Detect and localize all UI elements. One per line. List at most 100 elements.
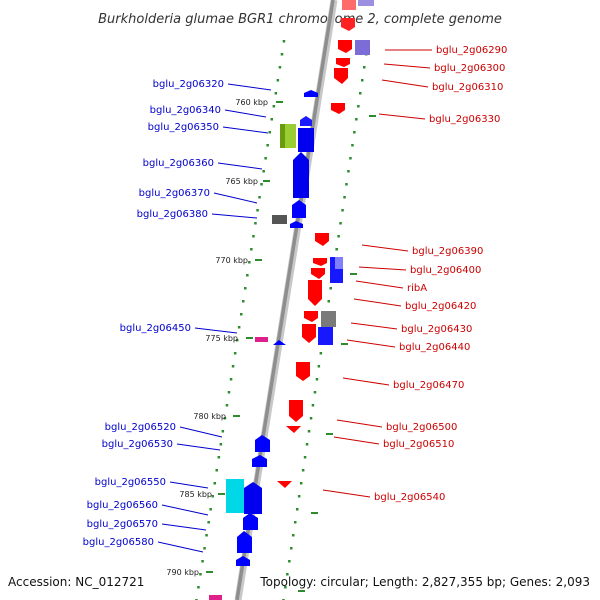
track-dot	[254, 222, 257, 225]
kbp-label: 790 kbp	[166, 568, 199, 577]
gene-label: bglu_2g06340	[150, 105, 221, 116]
gene-feature	[286, 426, 301, 433]
gene-label: bglu_2g06500	[386, 422, 457, 433]
track-dot	[355, 118, 358, 121]
gene-label: bglu_2g06580	[83, 537, 154, 548]
label-leaders	[157, 49, 432, 553]
track-dot	[242, 300, 245, 303]
track-dot	[280, 53, 284, 56]
track-dot	[266, 144, 269, 147]
gene-feature	[273, 340, 286, 345]
map-title: Burkholderia glumae BGR1 chromosome 2, c…	[98, 12, 502, 27]
track-dot	[246, 274, 249, 277]
track-dot	[203, 547, 206, 550]
track-tick	[350, 273, 357, 275]
gene-label: bglu_2g06370	[139, 188, 210, 199]
track-dot	[197, 586, 200, 589]
gene-feature	[298, 128, 314, 152]
track-dot	[248, 261, 251, 264]
track-dot	[199, 573, 202, 576]
gene-feature	[296, 362, 310, 381]
track-guides	[195, 40, 376, 600]
gene-feature	[315, 233, 329, 246]
track-dot	[337, 235, 340, 238]
track-dot	[256, 209, 259, 212]
track-dot	[339, 222, 342, 225]
track-dot	[225, 404, 229, 407]
track-dot	[357, 105, 360, 108]
accession-text: Accession: NC_012721	[8, 575, 144, 589]
gene-feature	[304, 90, 318, 97]
gene-label: bglu_2g06390	[412, 246, 483, 257]
gene-feature	[313, 258, 327, 266]
gene-feature	[318, 327, 333, 345]
track-dot	[335, 248, 338, 251]
track-dot	[341, 209, 344, 212]
gene-feature	[277, 481, 292, 488]
track-dot	[353, 131, 356, 134]
track-dot	[307, 430, 311, 433]
gene-label: bglu_2g06310	[432, 82, 503, 93]
gene-feature	[255, 435, 270, 452]
gene-feature	[290, 221, 303, 228]
track-dot	[349, 157, 352, 160]
track-dot	[315, 378, 319, 381]
gene-feature	[342, 0, 356, 10]
track-dot	[201, 560, 204, 563]
track-dot	[235, 339, 239, 342]
gene-feature	[336, 58, 350, 67]
gene-label: bglu_2g06350	[148, 122, 219, 133]
gene-feature	[330, 257, 343, 269]
gene-label: bglu_2g06510	[383, 439, 454, 450]
gene-feature	[289, 400, 303, 422]
track-dot	[343, 196, 346, 199]
track-dot	[268, 131, 271, 134]
gene-feature	[280, 124, 285, 148]
track-dot	[329, 287, 332, 290]
kbp-scale: 760 kbp 765 kbp 770 kbp 775 kbp 780 kbp …	[166, 98, 283, 577]
gene-label: bglu_2g06430	[401, 324, 472, 335]
track-dot	[288, 560, 291, 563]
track-dot	[276, 79, 280, 82]
gene-label: bglu_2g06300	[434, 63, 505, 74]
track-dot	[286, 573, 289, 576]
track-dot	[229, 378, 233, 381]
gene-feature	[308, 280, 322, 306]
track-dot	[317, 365, 321, 368]
gene-feature	[358, 0, 374, 6]
gene-feature	[304, 311, 318, 322]
track-dot	[297, 495, 301, 498]
gene-feature	[330, 269, 343, 283]
gene-label: bglu_2g06290	[436, 45, 507, 56]
track-tick	[298, 590, 305, 592]
track-dot	[262, 170, 265, 173]
track-dot	[284, 586, 287, 589]
track-dot	[240, 313, 243, 316]
gene-feature	[334, 68, 348, 84]
track-dot	[313, 391, 317, 394]
gene-label: bglu_2g06570	[87, 519, 158, 530]
gene-label: bglu_2g06380	[137, 209, 208, 220]
gene-label: bglu_2g06420	[405, 301, 476, 312]
track-dot	[311, 404, 315, 407]
gene-feature	[293, 152, 309, 198]
track-dot	[294, 521, 297, 524]
gene-features	[209, 0, 374, 600]
track-dot	[292, 534, 295, 537]
gene-feature	[237, 531, 252, 553]
track-dot	[221, 430, 225, 433]
track-dot	[347, 170, 350, 173]
gene-feature	[338, 40, 352, 53]
gene-feature	[236, 556, 250, 566]
gene-feature	[355, 40, 370, 55]
track-dot	[278, 66, 282, 69]
track-dot	[223, 417, 227, 420]
gene-feature	[243, 513, 258, 530]
track-dot	[209, 508, 212, 511]
track-dot	[250, 248, 253, 251]
track-dot	[272, 105, 276, 108]
track-tick	[311, 512, 318, 514]
gene-label: bglu_2g06560	[87, 500, 158, 511]
gene-label: bglu_2g06330	[429, 114, 500, 125]
